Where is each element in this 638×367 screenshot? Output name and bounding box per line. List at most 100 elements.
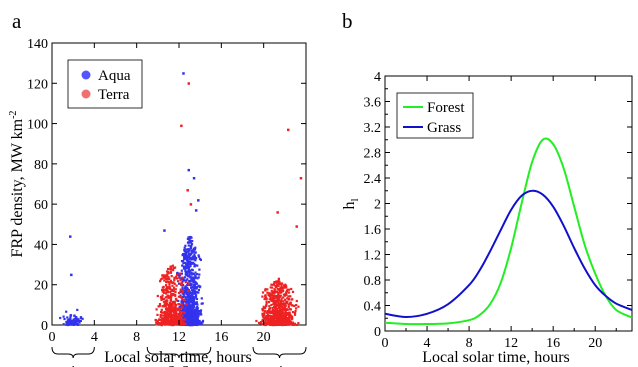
panel-a-point [165,299,168,302]
panel-a-point [293,304,296,307]
panel-a-point [175,275,178,278]
panel-a-point [195,294,198,297]
panel-a-point [66,322,69,325]
panel-a-point [192,291,195,294]
panel-a-point [278,308,281,311]
panel-a-point [177,295,180,298]
panel-a-point [261,312,264,315]
panel-a-point [271,286,274,289]
panel-a-point [184,252,187,255]
panel-a-point [257,321,261,324]
panel-a-point [169,268,172,271]
panel-a-point [181,322,185,325]
panel-a-point [261,291,265,294]
panel-a-point [185,274,188,277]
panel-a-point [196,307,199,310]
panel-a-point [260,321,263,324]
panel-a-point [295,299,298,303]
panel-a-point [294,309,297,313]
panel-a-point [183,257,187,260]
panel-a-point [267,301,271,304]
panel-a-point [190,243,194,246]
panel-a-point [261,295,264,298]
panel-a-point [197,276,200,279]
panel-a-point [176,309,179,312]
panel-a-point [180,300,183,303]
panel-a-point [282,306,285,309]
panel-a-point [187,305,190,308]
panel-a-point [163,320,166,323]
panel-a-point [191,318,195,321]
panel-a-point [193,285,196,288]
panel-a-point [196,277,199,280]
panel-a-x-tick-label: 0 [49,330,56,345]
panel-a-point [282,315,286,318]
panel-a-point [271,320,274,323]
legend-aqua-marker [81,70,91,80]
panel-a-point [189,307,192,310]
panel-a-point [196,264,199,267]
panel-a-point [165,303,168,306]
panel-b-y-tick-label: 0 [374,325,381,340]
panel-a-point [193,296,196,299]
panel-b-x-tick-label: 8 [466,336,473,351]
panel-a-point [172,300,175,303]
panel-a-point [271,309,275,312]
panel-a-point [278,288,281,291]
panel-a-point [287,318,290,321]
panel-a-point [69,316,72,319]
panel-a-point [168,282,171,286]
panel-a-point [190,322,193,326]
panel-a-point [169,316,172,319]
panel-a-point [291,290,295,293]
panel-a-point [178,313,181,316]
panel-a-point [164,313,167,316]
panel-a-point [270,315,273,318]
panel-a-point [166,316,169,319]
panel-a-point [188,273,191,276]
panel-a-outlier-point [182,72,185,75]
panel-a-point [272,302,275,305]
panel-a-point [277,281,280,285]
panel-a-point [179,273,182,276]
panel-a-point [75,322,78,325]
panel-a-point [269,310,273,313]
panel-a-point [192,323,195,326]
panel-a-point [287,291,291,294]
panel-a-point [66,319,69,322]
panel-a-point [272,312,275,315]
panel-a-point [169,270,172,273]
panel-a-points [59,72,303,327]
panel-a-point [183,323,186,326]
panel-a-point [279,282,282,285]
panel-a-point [175,307,178,310]
panel-a-point [169,305,172,308]
panel-a-point [199,311,202,314]
panel-a-point [290,298,293,301]
panel-a-point [192,273,195,276]
panel-a-point [185,317,188,320]
panel-a-point [287,295,290,298]
panel-a-point [267,323,270,326]
panel-a-point [194,264,197,267]
panel-a-point [181,287,184,290]
panel-a-point [286,288,289,291]
panel-a-point [186,255,189,258]
panel-a-point [189,235,192,239]
panel-a-point [277,295,280,299]
panel-a-point [164,301,167,304]
panel-a-point [195,301,198,304]
panel-a-point [281,316,284,319]
panel-a-point [174,322,177,325]
panel-a-point [170,296,173,299]
panel-a-point [286,321,289,324]
panel-a-point [171,305,174,308]
panel-a-point [176,317,179,320]
panel-a-point [174,291,177,294]
panel-a-point [160,308,163,311]
panel-a-point [186,262,189,265]
panel-a-point [270,293,273,296]
panel-a-point [270,321,273,325]
panel-a-point [289,308,292,311]
panel-a-point [162,305,165,308]
